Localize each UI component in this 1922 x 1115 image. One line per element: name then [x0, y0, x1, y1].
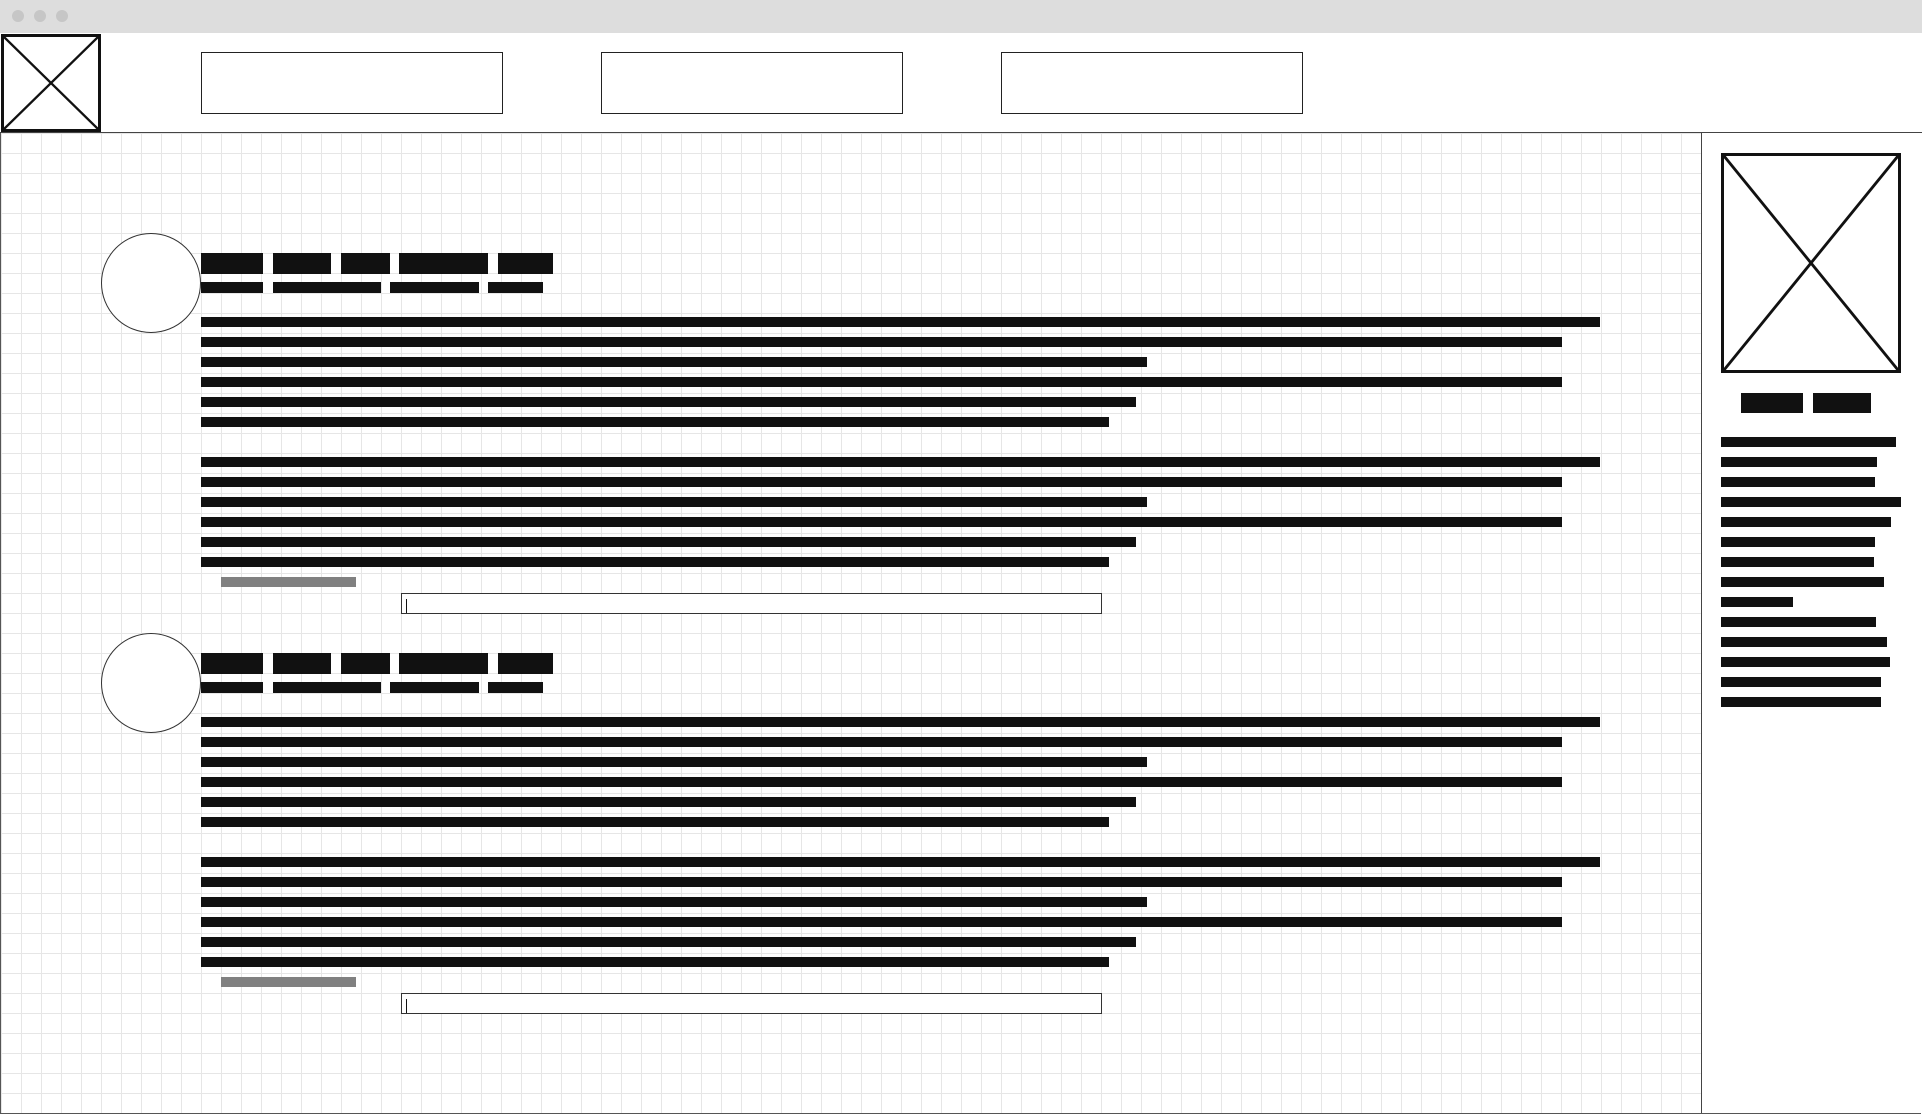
post-2-text-line — [201, 897, 1147, 907]
post-1-meta-item — [201, 282, 263, 293]
post-1-text-line — [201, 537, 1136, 547]
sidebar-text-line — [1721, 577, 1884, 587]
text-cursor — [406, 599, 407, 613]
sidebar-text-line — [1721, 657, 1890, 667]
post-2-text-line — [201, 777, 1562, 787]
sidebar-tag[interactable] — [1813, 393, 1871, 413]
minimize-dot[interactable] — [34, 10, 46, 22]
post-2-text-line — [201, 757, 1147, 767]
post-1-text-line — [201, 377, 1562, 387]
post-1-text-line — [201, 337, 1562, 347]
post-1-text-line — [201, 357, 1147, 367]
post-2-meta-item — [273, 682, 381, 693]
post-2-author-tag[interactable] — [341, 653, 390, 674]
post-2-author-tag[interactable] — [498, 653, 553, 674]
nav-box-1[interactable] — [201, 52, 503, 114]
post-2-text-line — [201, 957, 1109, 967]
logo-image-placeholder-icon[interactable] — [1, 34, 101, 132]
post-2-text-line — [201, 737, 1562, 747]
post-1-author-tag[interactable] — [341, 253, 390, 274]
sidebar-text-line — [1721, 457, 1877, 467]
close-dot[interactable] — [12, 10, 24, 22]
post-2-text-line — [201, 877, 1562, 887]
post-1-text-line — [201, 557, 1109, 567]
post-1-author-tag[interactable] — [201, 253, 263, 274]
window-titlebar — [0, 0, 1922, 33]
post-1-meta-item — [273, 282, 381, 293]
sidebar-text-line — [1721, 497, 1901, 507]
post-1-text-line — [201, 317, 1600, 327]
post-2-meta-item — [390, 682, 479, 693]
post-2-text-line — [201, 917, 1562, 927]
sidebar-text-line — [1721, 557, 1874, 567]
post-2-meta-item — [488, 682, 543, 693]
post-1-text-line — [201, 397, 1136, 407]
sidebar-text-line — [1721, 637, 1887, 647]
post-2-author-tag[interactable] — [201, 653, 263, 674]
post-2-text-line — [201, 717, 1600, 727]
post-2-author-tag[interactable] — [399, 653, 488, 674]
post-2-text-line — [201, 937, 1136, 947]
post-1-avatar[interactable] — [101, 233, 201, 333]
text-cursor — [406, 999, 407, 1013]
sidebar-text-line — [1721, 597, 1793, 607]
post-1-text-line — [201, 417, 1109, 427]
post-1-text-line — [201, 497, 1147, 507]
post-1-author-tag[interactable] — [273, 253, 331, 274]
post-1-meta-item — [390, 282, 479, 293]
post-1-meta-item — [488, 282, 543, 293]
main-content — [1, 133, 1701, 1113]
zoom-dot[interactable] — [56, 10, 68, 22]
post-2-reply-input[interactable] — [401, 993, 1102, 1014]
post-1-author-tag[interactable] — [498, 253, 553, 274]
sidebar-image-placeholder-icon[interactable] — [1721, 153, 1901, 373]
post-1-text-line — [201, 477, 1562, 487]
nav-box-2[interactable] — [601, 52, 903, 114]
post-1-reply-link[interactable] — [221, 577, 356, 587]
post-1-author-tag[interactable] — [399, 253, 488, 274]
post-1-reply-input[interactable] — [401, 593, 1102, 614]
post-2-avatar[interactable] — [101, 633, 201, 733]
nav-box-3[interactable] — [1001, 52, 1303, 114]
post-2-meta-item — [201, 682, 263, 693]
sidebar-text-line — [1721, 537, 1875, 547]
post-2-author-tag[interactable] — [273, 653, 331, 674]
sidebar-text-line — [1721, 617, 1876, 627]
sidebar-tag[interactable] — [1741, 393, 1803, 413]
post-2-text-line — [201, 857, 1600, 867]
post-2-reply-link[interactable] — [221, 977, 356, 987]
sidebar-text-line — [1721, 437, 1896, 447]
post-1-text-line — [201, 517, 1562, 527]
sidebar-text-line — [1721, 697, 1881, 707]
post-1-text-line — [201, 457, 1600, 467]
post-2-text-line — [201, 817, 1109, 827]
sidebar-text-line — [1721, 477, 1875, 487]
sidebar-text-line — [1721, 677, 1881, 687]
post-2-text-line — [201, 797, 1136, 807]
sidebar-text-line — [1721, 517, 1891, 527]
